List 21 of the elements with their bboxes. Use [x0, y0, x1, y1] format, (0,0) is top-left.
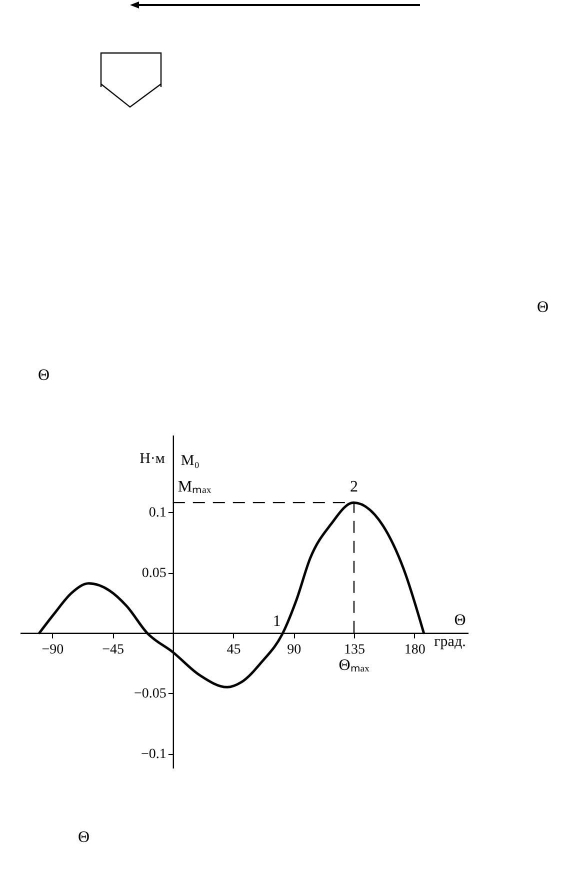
annotation: 1 [272, 612, 281, 630]
annotation: M₀ [180, 453, 200, 469]
annotation: град. [434, 634, 466, 650]
y-tick-label: −0.05 [134, 686, 166, 702]
x-tick-label: 90 [287, 642, 302, 658]
x-axis-title: Θ [454, 612, 466, 629]
text: Θ [537, 299, 549, 316]
y-tick-label: −0.1 [141, 747, 166, 762]
y-tick-label: 0.1 [148, 506, 166, 521]
text: Θ [78, 829, 90, 846]
x-tick-label: 45 [226, 642, 241, 658]
text: Θ [38, 367, 50, 384]
y-tick-label: 0.05 [142, 566, 166, 582]
x-tick-label: −45 [102, 642, 124, 658]
ref-line-label: Θₘₐₓ [338, 656, 370, 674]
ref-line-label: Mₘₐₓ [178, 478, 212, 496]
x-tick-label: 135 [344, 642, 365, 658]
x-tick-label: −90 [42, 642, 64, 658]
y-axis-title: Н·м [140, 451, 166, 467]
annotation: 2 [350, 478, 358, 496]
x-tick-label: 180 [404, 642, 426, 658]
